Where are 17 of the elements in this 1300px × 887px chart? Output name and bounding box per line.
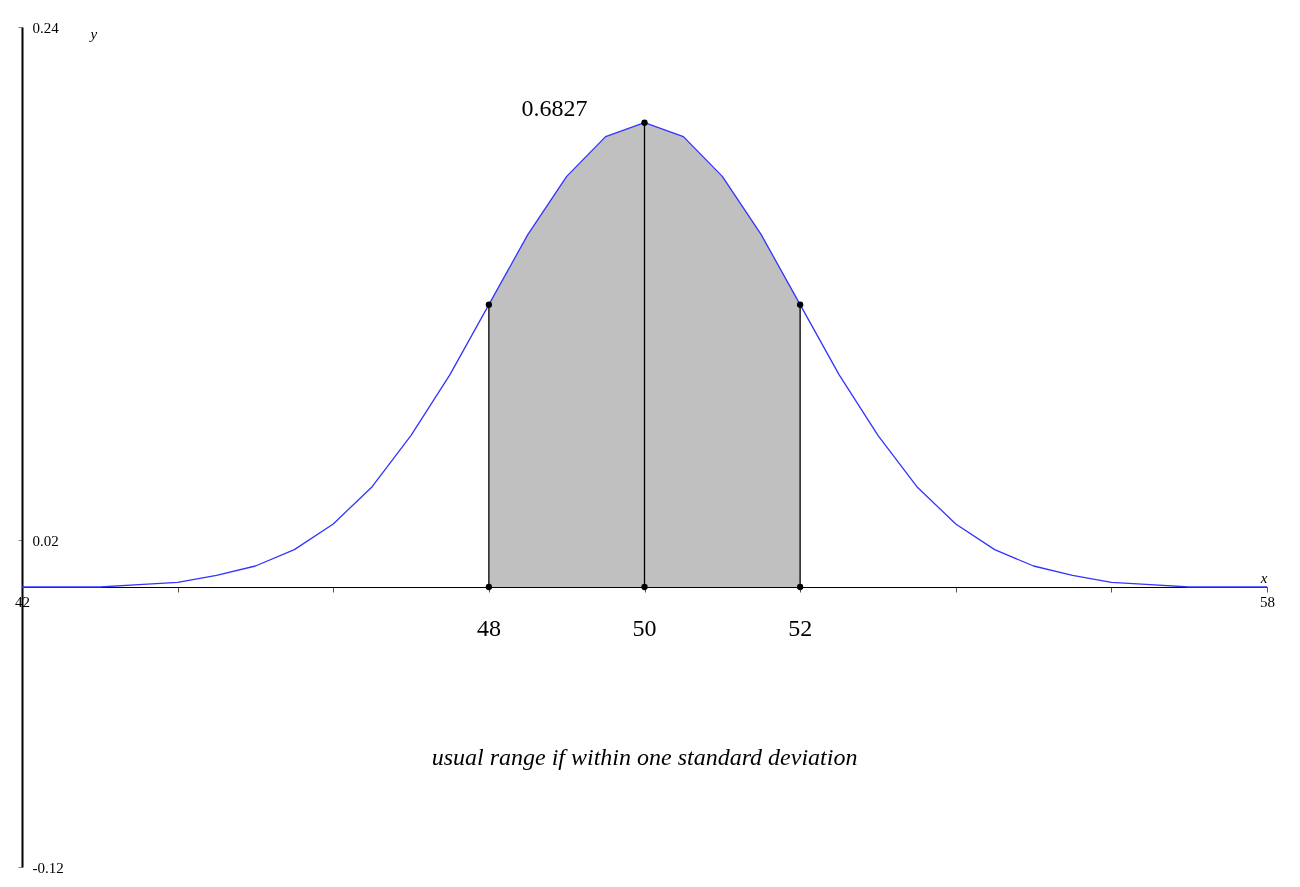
point: [641, 119, 648, 126]
annotation: 0.6827: [521, 94, 588, 121]
annotation: usual range if within one standard deviation: [431, 743, 858, 770]
point: [796, 583, 804, 591]
y-tick-label: 0.02: [32, 532, 59, 549]
y-tick-label: 0.24: [32, 19, 60, 36]
point: [485, 301, 493, 308]
point: [485, 583, 493, 591]
x-tick-label: 58: [1260, 593, 1275, 610]
point: [796, 301, 804, 308]
annotation: 50: [632, 615, 657, 641]
y-tick-label: -0.12: [32, 859, 64, 876]
x-axis-title: x: [1259, 569, 1268, 586]
annotation: 48: [476, 615, 501, 641]
annotation: 52: [788, 615, 813, 641]
y-axis-title: y: [88, 25, 98, 42]
point: [641, 583, 648, 591]
